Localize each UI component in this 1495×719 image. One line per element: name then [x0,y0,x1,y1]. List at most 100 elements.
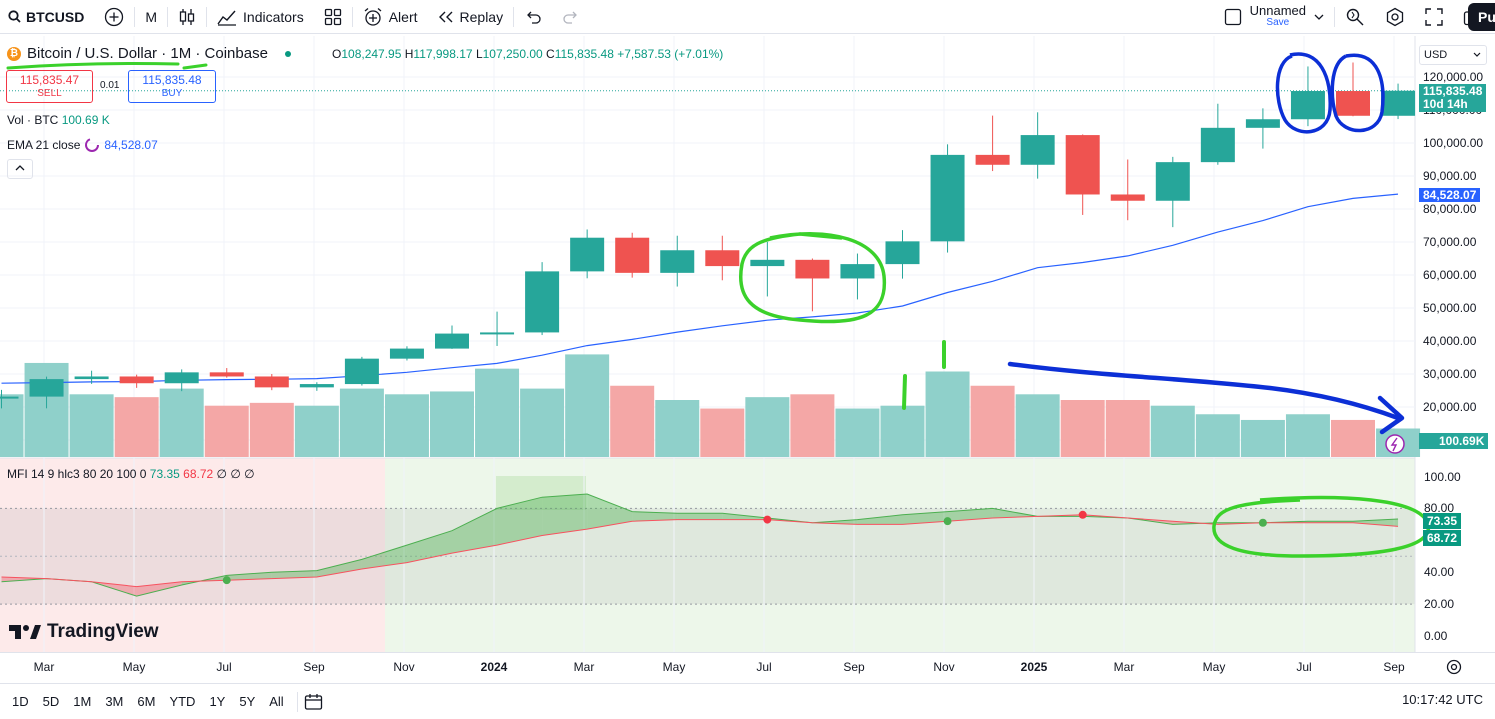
last-price-tag: 115,835.48 10d 14h [1419,84,1487,112]
time-axis-label: May [122,660,146,674]
mfi-line [1,493,1399,597]
candle-body [1200,127,1235,163]
alert-button[interactable]: Alert [353,0,428,34]
mfi-fill-segment [857,514,903,525]
chevron-down-icon [1473,52,1481,57]
mfi-fill-segment [361,545,407,570]
quick-search-icon [1346,8,1364,25]
mfi-fill-segment [452,508,498,554]
time-axis-label: 2025 [1020,660,1048,674]
replay-label: Replay [459,8,504,25]
time-axis[interactable]: Mar May Jul Sep Nov 2024 Mar May Jul Sep Nov 2025 Ma… [0,652,1495,680]
volume-bar [655,400,700,457]
mfi-background-bearish [0,458,385,652]
rewind-icon [438,11,453,22]
volume-label: Vol · BTC [7,113,59,127]
mfi-fill-segment [406,530,452,563]
price-axis-label: 70,000.00 [1423,235,1477,249]
price-axis-label: 30,000.00 [1423,367,1477,381]
volume-bar [745,397,790,457]
mfi-fill-segment [316,559,362,577]
candle-body [1381,90,1416,116]
volume-bar [159,388,204,457]
time-axis-label: Mar [573,660,595,674]
symbol-search-button[interactable]: BTCUSD [0,0,94,34]
sell-button[interactable]: 115,835.47 SELL [6,70,93,103]
time-axis-label: Nov [393,660,415,674]
quick-search-button[interactable] [1335,0,1375,34]
range-button-all[interactable]: All [269,694,284,709]
layout-menu[interactable]: Unnamed Save [1214,0,1334,34]
undo-button[interactable] [514,0,552,34]
tradingview-logo[interactable]: TradingView [9,621,159,643]
range-button-ytd[interactable]: YTD [169,694,196,709]
chart-type-button[interactable] [168,0,206,34]
compare-symbol-button[interactable] [94,0,134,34]
buy-price: 115,835.48 [142,73,202,87]
volume-bar [1060,400,1105,457]
layout-name: Unnamed [1249,2,1306,18]
alarm-clock-icon [364,7,382,26]
lightning-bolt-icon [1390,437,1398,452]
open-value: 108,247.95 [341,47,402,61]
range-button-5d[interactable]: 5D [42,694,60,709]
loading-spinner-icon [85,138,100,152]
templates-button[interactable] [314,0,352,34]
ema-label: EMA 21 close [7,138,81,152]
top-toolbar: BTCUSD M Indicators Alert Replay [0,0,1495,34]
annotation-circle-blue [1275,52,1332,134]
time-axis-settings-icon[interactable] [1445,658,1463,676]
buy-button[interactable]: 115,835.48 BUY [128,70,216,103]
candle-body [1245,119,1280,128]
fullscreen-button[interactable] [1415,0,1453,34]
range-button-1y[interactable]: 1Y [209,694,226,709]
layout-square-icon [1224,8,1241,25]
mfi-cross-dot [763,515,772,524]
ema-legend[interactable]: EMA 21 close 84,528.07 [7,137,158,153]
calendar-icon[interactable] [304,693,324,711]
symbol-title[interactable]: ₿ Bitcoin / U.S. Dollar · 1M · Coinbase [7,45,296,62]
candle-body [435,333,469,349]
last-price-value: 115,835.48 [1423,84,1483,98]
settings-button[interactable] [1375,0,1415,34]
range-button-5y[interactable]: 5Y [239,694,256,709]
ema-value: 84,528.07 [104,138,158,152]
open-label: O [332,47,342,61]
mfi-axis-label: 100.00 [1424,469,1461,484]
volume-legend[interactable]: Vol · BTC 100.69 K [7,113,110,127]
mfi-signal-line [1,514,1399,588]
layout-save-label[interactable]: Save [1266,16,1290,28]
interval-button[interactable]: M [145,8,158,25]
toolbar-divider [296,691,298,712]
collapse-legend-button[interactable] [7,159,33,179]
range-button-1d[interactable]: 1D [12,694,29,709]
replay-button[interactable]: Replay [428,0,514,34]
mfi-fill-segment [902,511,948,525]
toolbar-divider [206,6,208,27]
bitcoin-icon: ₿ [7,46,21,61]
candle-body [885,241,920,265]
mfi-cross-dot [1078,510,1087,519]
candle-body [525,271,560,333]
chart-canvas[interactable] [0,36,1495,652]
range-button-6m[interactable]: 6M [137,694,156,709]
publish-button[interactable]: Pu [1468,3,1495,31]
candle-body [1290,91,1325,120]
range-button-1m[interactable]: 1M [73,694,92,709]
mfi-value-1: 73.35 [149,467,180,481]
candle-body [74,376,109,380]
range-button-3m[interactable]: 3M [105,694,124,709]
volume-bar [475,368,520,457]
price-axis-label: 90,000.00 [1423,169,1477,183]
redo-button[interactable] [552,0,590,34]
mfi-legend[interactable]: MFI 14 9 hlc3 80 20 100 0 73.35 68.72 ∅ … [7,467,255,481]
indicators-button[interactable]: Indicators [207,0,314,34]
volume-bar [430,391,474,457]
high-label: H [404,47,414,61]
candle-body [1336,91,1370,116]
annotation-arrow-head [1377,395,1405,435]
utc-clock[interactable]: 10:17:42 UTC [1402,692,1483,707]
currency-selector[interactable]: USD [1419,45,1487,65]
annotation-circle-candles [739,232,887,324]
volume-bar [69,394,114,457]
